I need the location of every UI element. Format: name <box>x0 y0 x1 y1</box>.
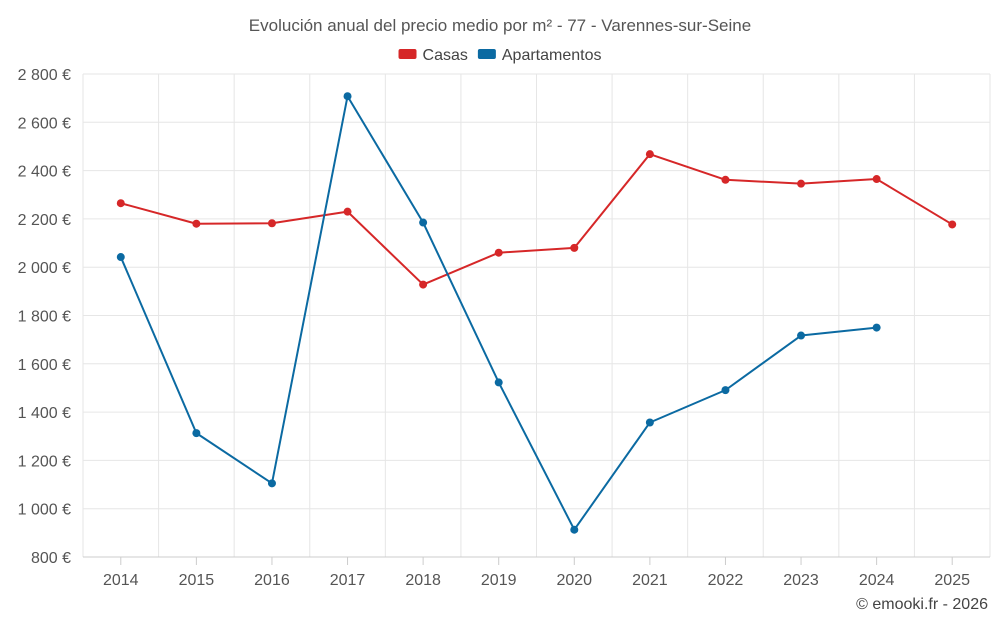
data-point-casas[interactable] <box>721 175 730 184</box>
legend-item-casas[interactable]: Casas <box>398 47 468 64</box>
y-tick-label: 2 600 € <box>18 115 71 132</box>
y-tick-label: 1 600 € <box>18 357 71 374</box>
x-gridlines <box>82 74 991 557</box>
x-tick-label: 2015 <box>179 572 215 589</box>
data-point-apartamentos[interactable] <box>343 92 352 101</box>
data-point-casas[interactable] <box>494 248 503 257</box>
data-point-apartamentos[interactable] <box>570 525 579 534</box>
x-tick-label: 2024 <box>859 572 895 589</box>
x-tick-label: 2014 <box>103 572 139 589</box>
data-point-apartamentos[interactable] <box>494 378 503 387</box>
y-tick-label: 2 000 € <box>18 260 71 277</box>
data-point-apartamentos[interactable] <box>192 429 201 438</box>
legend-label: Casas <box>423 47 468 64</box>
data-point-casas[interactable] <box>343 207 352 216</box>
y-tick-label: 2 200 € <box>18 212 71 229</box>
y-tick-label: 1 200 € <box>18 453 71 470</box>
series-layer <box>116 92 957 534</box>
data-point-apartamentos[interactable] <box>419 218 428 227</box>
series-casas <box>116 150 957 289</box>
data-point-casas[interactable] <box>267 219 276 228</box>
x-axis-ticks: 2014 2015 2016 2017 2018 2019 2020 2021 2022 2023… <box>103 557 970 589</box>
x-tick-label: 2020 <box>556 572 592 589</box>
data-point-casas[interactable] <box>797 179 806 188</box>
data-point-casas[interactable] <box>948 220 957 229</box>
legend[interactable]: Casas Apartamentos <box>398 47 602 64</box>
x-tick-label: 2022 <box>708 572 744 589</box>
x-tick-label: 2018 <box>405 572 441 589</box>
y-tick-label: 2 800 € <box>18 67 71 84</box>
x-tick-label: 2021 <box>632 572 668 589</box>
data-point-apartamentos[interactable] <box>116 253 125 262</box>
data-point-casas[interactable] <box>192 219 201 228</box>
x-tick-label: 2025 <box>934 572 970 589</box>
x-tick-label: 2019 <box>481 572 517 589</box>
y-axis-ticks: 800 € 1 000 € 1 200 € 1 400 € 1 600 € 1 800 €… <box>18 67 71 567</box>
credit-text: © emooki.fr - 2026 <box>856 596 988 613</box>
x-tick-label: 2016 <box>254 572 290 589</box>
data-point-apartamentos[interactable] <box>721 386 730 395</box>
x-tick-label: 2017 <box>330 572 366 589</box>
data-point-apartamentos[interactable] <box>797 331 806 340</box>
series-line-casas <box>120 153 953 286</box>
data-point-apartamentos[interactable] <box>267 479 276 488</box>
data-point-casas[interactable] <box>419 280 428 289</box>
data-point-casas[interactable] <box>872 175 881 184</box>
data-point-casas[interactable] <box>570 243 579 252</box>
chart-title: Evolución anual del precio medio por m² … <box>249 16 751 35</box>
series-apartamentos <box>116 92 881 534</box>
legend-swatch <box>398 49 417 59</box>
legend-label: Apartamentos <box>502 47 602 64</box>
data-point-apartamentos[interactable] <box>872 323 881 332</box>
legend-item-apartamentos[interactable]: Apartamentos <box>477 47 602 64</box>
y-tick-label: 800 € <box>31 550 71 567</box>
legend-swatch <box>477 49 496 59</box>
y-tick-label: 1 000 € <box>18 502 71 519</box>
y-tick-label: 1 400 € <box>18 405 71 422</box>
y-tick-label: 1 800 € <box>18 309 71 326</box>
data-point-casas[interactable] <box>645 150 654 159</box>
data-point-casas[interactable] <box>116 199 125 208</box>
y-tick-label: 2 400 € <box>18 164 71 181</box>
x-tick-label: 2023 <box>783 572 819 589</box>
data-point-apartamentos[interactable] <box>645 418 654 427</box>
